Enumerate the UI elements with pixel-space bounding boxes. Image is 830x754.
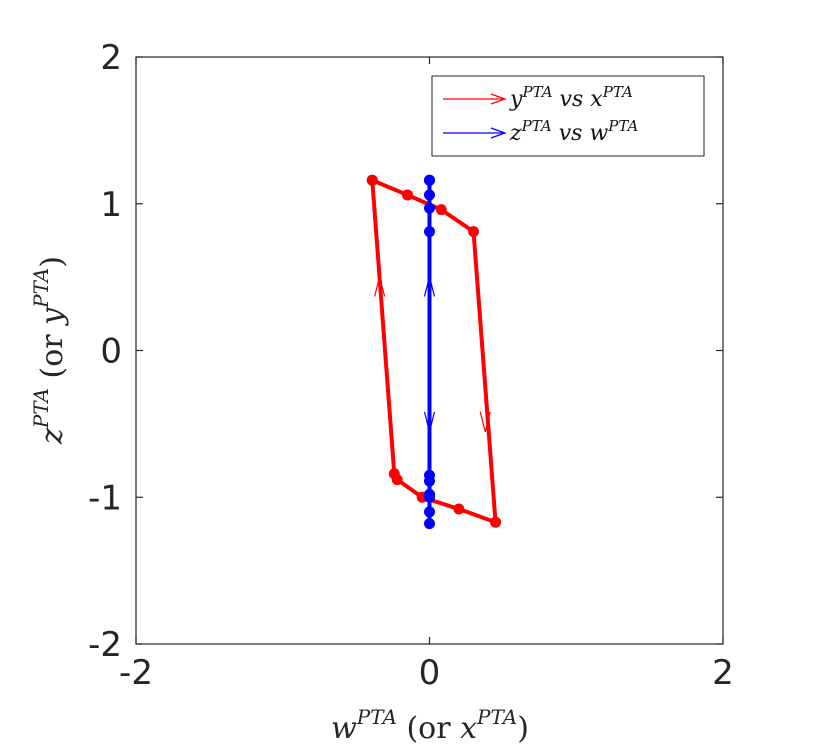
data-point (468, 226, 480, 238)
data-point (424, 506, 435, 518)
legend-arrow-icon (490, 127, 507, 139)
ticks (135, 56, 724, 645)
data-point (435, 204, 447, 216)
data-point (424, 475, 435, 487)
series-1 (423, 174, 436, 530)
legend-label: zPTA vs wPTA (509, 117, 639, 146)
y-tick-label: 0 (100, 332, 122, 372)
data-point (424, 518, 435, 530)
direction-arrow (423, 411, 436, 433)
direction-arrow (479, 411, 491, 433)
data-point (424, 226, 435, 238)
y-tick-label: -1 (88, 478, 122, 518)
data-point (490, 516, 502, 528)
data-point (424, 174, 435, 186)
y-tick-label: 1 (100, 185, 122, 225)
legend-arrow-icon (490, 93, 507, 105)
x-tick-label: 0 (419, 653, 441, 693)
data-point (401, 189, 413, 201)
y-axis-label: zPTA (or yPTA) (29, 256, 70, 445)
series-layer (366, 174, 502, 530)
legend-box (431, 75, 705, 157)
data-point (424, 202, 435, 214)
y-tick-label: -2 (88, 625, 122, 665)
data-point (366, 174, 378, 186)
x-tick-label: -2 (119, 653, 153, 693)
data-point (388, 468, 400, 480)
y-tick-label: 2 (100, 38, 122, 78)
legend-entry-0: yPTA vs xPTA (443, 83, 633, 112)
data-point (453, 503, 465, 515)
direction-arrow (374, 276, 386, 297)
legend-entry-1: zPTA vs wPTA (443, 117, 639, 146)
tick-labels: -2 0 2 -2 -1 0 1 2 (88, 38, 734, 693)
x-axis-label: wPTA (or xPTA) (331, 705, 529, 746)
data-point (424, 189, 435, 201)
x-tick-label: 2 (712, 653, 734, 693)
direction-arrow (423, 276, 436, 297)
legend-label: yPTA vs xPTA (509, 83, 633, 112)
data-point (424, 491, 435, 503)
legend: yPTA vs xPTA zPTA vs wPTA (431, 75, 705, 157)
legend-entries: yPTA vs xPTA zPTA vs wPTA (443, 83, 639, 146)
